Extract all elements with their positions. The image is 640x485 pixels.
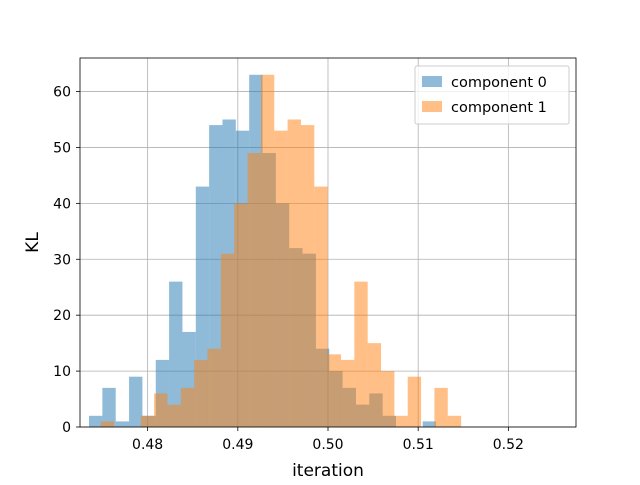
y-tick-label: 0 xyxy=(62,420,71,436)
bar-component-1 xyxy=(100,421,115,427)
bar-component-1 xyxy=(234,203,248,427)
bar-component-1 xyxy=(354,281,368,427)
bar-component-1 xyxy=(207,348,221,427)
bar-component-0 xyxy=(169,281,183,427)
bar-component-1 xyxy=(314,186,328,427)
bar-component-1 xyxy=(340,359,355,427)
legend: component 0 component 1 xyxy=(414,65,570,125)
y-tick-label: 10 xyxy=(53,364,71,380)
bar-component-1 xyxy=(394,415,408,427)
y-axis-label: KL xyxy=(23,232,43,253)
bar-component-1 xyxy=(194,359,208,427)
bar-component-0 xyxy=(89,415,103,427)
bar-component-1 xyxy=(274,130,288,427)
legend-box xyxy=(414,65,570,125)
x-tick-label: 0.49 xyxy=(222,437,253,453)
x-tick-label: 0.50 xyxy=(312,437,343,453)
bar-component-1 xyxy=(220,253,235,427)
legend-swatch-component-0 xyxy=(422,76,442,87)
bars xyxy=(89,74,462,427)
bar-component-1 xyxy=(434,387,448,427)
bar-component-0 xyxy=(129,376,143,427)
bar-component-1 xyxy=(260,74,275,427)
bar-component-1 xyxy=(327,354,341,427)
y-tick-label: 30 xyxy=(53,252,71,268)
y-tick-label: 40 xyxy=(53,196,71,212)
bar-component-0 xyxy=(102,387,116,427)
bar-component-1 xyxy=(140,415,155,427)
ticks: 0.48 0.49 0.50 0.51 0.52 0 10 20 30 40 50 60 xyxy=(53,85,524,453)
bar-component-1 xyxy=(180,387,195,427)
y-tick-label: 20 xyxy=(53,308,71,324)
bar-component-0 xyxy=(422,421,437,427)
bar-component-1 xyxy=(447,415,462,427)
legend-label-component-1: component 1 xyxy=(451,100,547,116)
x-axis-label: iteration xyxy=(292,461,364,480)
bar-component-1 xyxy=(167,404,181,427)
bar-component-1 xyxy=(381,371,395,427)
bar-component-1 xyxy=(247,153,261,427)
legend-label-component-0: component 0 xyxy=(451,75,547,91)
x-tick-label: 0.52 xyxy=(493,437,524,453)
bar-component-1 xyxy=(287,119,301,427)
x-tick-label: 0.48 xyxy=(132,437,163,453)
bar-component-1 xyxy=(407,376,422,427)
y-tick-label: 50 xyxy=(53,140,71,156)
legend-swatch-component-1 xyxy=(422,101,442,112)
bar-component-1 xyxy=(300,125,315,427)
bar-component-0 xyxy=(115,421,130,427)
bar-component-1 xyxy=(154,393,168,427)
bar-component-1 xyxy=(367,343,382,427)
y-tick-label: 60 xyxy=(53,85,71,101)
x-tick-label: 0.51 xyxy=(403,437,434,453)
